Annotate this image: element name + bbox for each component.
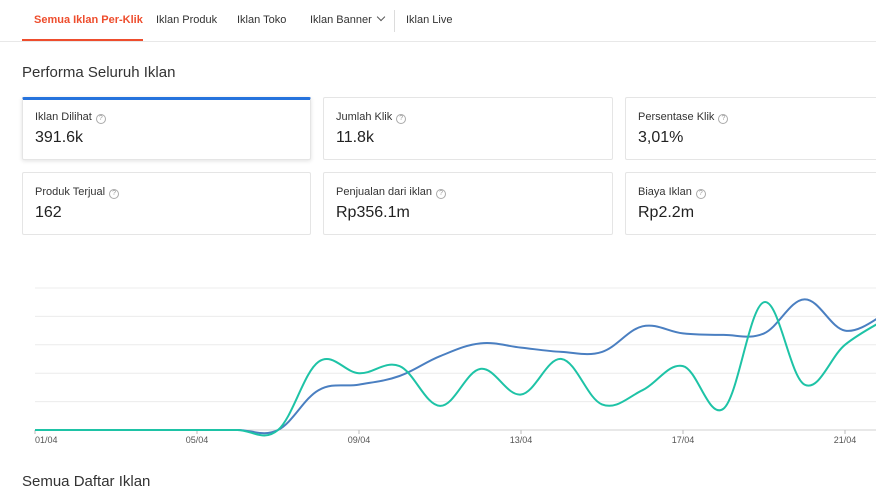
metric-card-clicks[interactable]: Jumlah Klik? 11.8k [323, 97, 613, 160]
active-tab-indicator [22, 39, 143, 41]
ads-list-title: Semua Daftar Iklan [22, 473, 151, 490]
help-icon[interactable]: ? [95, 114, 106, 124]
tab-divider [394, 10, 395, 32]
metric-label: Biaya Iklan? [638, 186, 706, 199]
x-tick-label: 21/04 [834, 435, 857, 445]
metric-value: 3,01% [638, 129, 684, 146]
chevron-down-icon [376, 12, 386, 22]
metric-label: Iklan Dilihat? [35, 111, 106, 124]
help-icon[interactable]: ? [718, 114, 729, 124]
metric-card-ad-cost[interactable]: Biaya Iklan? Rp2.2m [625, 172, 876, 235]
series-line-1 [34, 298, 876, 435]
tab-banner-ads[interactable]: Iklan Banner [310, 0, 386, 42]
help-icon[interactable]: ? [436, 189, 447, 199]
metric-card-products-sold[interactable]: Produk Terjual? 162 [22, 172, 311, 235]
help-icon[interactable]: ? [396, 114, 407, 124]
metric-card-ad-sales[interactable]: Penjualan dari iklan? Rp356.1m [323, 172, 613, 235]
metric-label-text: Iklan Dilihat [35, 111, 92, 123]
ad-type-tabs: Semua Iklan Per-Klik Iklan Produk Iklan … [0, 0, 876, 42]
tab-product-ads[interactable]: Iklan Produk [156, 14, 218, 26]
performance-title: Performa Seluruh Iklan [22, 64, 176, 81]
metric-label: Produk Terjual? [35, 186, 120, 199]
metric-value: Rp356.1m [336, 204, 410, 221]
metric-value: 11.8k [336, 129, 374, 146]
tab-all-cpc-ads[interactable]: Semua Iklan Per-Klik [34, 14, 143, 26]
tab-shop-ads[interactable]: Iklan Toko [237, 14, 287, 26]
metric-value: 162 [35, 204, 62, 221]
metric-value: 391.6k [35, 129, 84, 146]
performance-line-chart: 01/04 05/04 09/04 13/04 17/04 21/04 [34, 287, 876, 445]
x-tick-label: 01/04 [35, 435, 58, 445]
metric-label: Persentase Klik? [638, 111, 729, 124]
metric-label-text: Persentase Klik [638, 111, 715, 123]
series-line-2 [34, 301, 876, 437]
metric-card-ad-views[interactable]: Iklan Dilihat? 391.6k [22, 97, 311, 160]
metric-value: Rp2.2m [638, 204, 695, 221]
tab-banner-ads-label: Iklan Banner [310, 14, 372, 26]
metric-label-text: Produk Terjual [35, 186, 106, 198]
metric-label: Penjualan dari iklan? [336, 186, 447, 199]
metric-label-text: Jumlah Klik [336, 111, 393, 123]
x-tick-label: 17/04 [672, 435, 695, 445]
metric-label: Jumlah Klik? [336, 111, 407, 124]
x-tick-label: 05/04 [186, 435, 209, 445]
metric-label-text: Penjualan dari iklan [336, 186, 433, 198]
x-tick-label: 09/04 [348, 435, 371, 445]
x-tick-label: 13/04 [510, 435, 533, 445]
help-icon[interactable]: ? [109, 189, 120, 199]
tab-live-ads[interactable]: Iklan Live [406, 14, 453, 26]
help-icon[interactable]: ? [695, 189, 706, 199]
metric-card-click-rate[interactable]: Persentase Klik? 3,01% [625, 97, 876, 160]
metric-label-text: Biaya Iklan [638, 186, 692, 198]
